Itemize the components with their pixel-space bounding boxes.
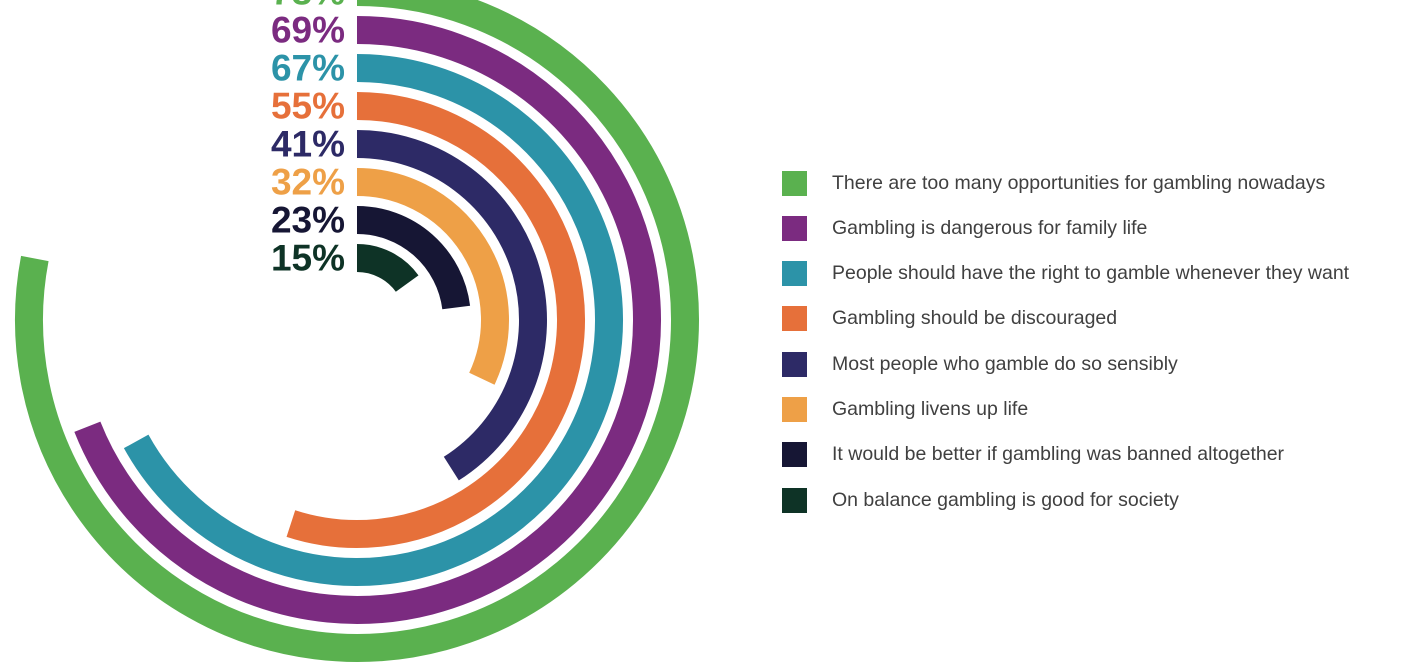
legend-label-4: Gambling should be discouraged: [832, 307, 1118, 330]
legend-label-3: People should have the right to gamble w…: [832, 262, 1350, 285]
arc-1: [15, 0, 699, 662]
chart-legend: There are too many opportunities for gam…: [782, 168, 1349, 530]
legend-swatch-7: [782, 442, 807, 468]
legend-swatch-5: [782, 351, 807, 377]
arc-6: [356, 168, 509, 385]
arc-4: [286, 92, 585, 548]
legend-swatch-1: [782, 170, 807, 196]
legend-label-6: Gambling livens up life: [832, 397, 1029, 420]
arc-8: [356, 244, 419, 293]
arc-7: [356, 206, 471, 310]
legend-label-7: It would be better if gambling was banne…: [832, 443, 1285, 466]
value-label-7: 23%: [271, 200, 345, 241]
value-label-6: 32%: [271, 162, 345, 203]
legend-label-8: On balance gambling is good for society: [832, 488, 1179, 511]
value-label-1: 78%: [271, 0, 345, 13]
legend-swatch-4: [782, 306, 807, 332]
legend-item-8: On balance gambling is good for society: [782, 485, 1349, 515]
arc-2: [74, 16, 661, 624]
legend-label-5: Most people who gamble do so sensibly: [832, 352, 1178, 375]
value-label-8: 15%: [271, 238, 345, 279]
legend-item-1: There are too many opportunities for gam…: [782, 168, 1349, 198]
legend-label-2: Gambling is dangerous for family life: [832, 216, 1148, 239]
legend-item-5: Most people who gamble do so sensibly: [782, 349, 1349, 379]
legend-item-7: It would be better if gambling was banne…: [782, 440, 1349, 470]
legend-swatch-3: [782, 261, 807, 287]
legend-item-3: People should have the right to gamble w…: [782, 259, 1349, 289]
legend-item-2: Gambling is dangerous for family life: [782, 213, 1349, 243]
value-label-2: 69%: [271, 10, 345, 51]
legend-label-1: There are too many opportunities for gam…: [832, 171, 1326, 194]
legend-item-4: Gambling should be discouraged: [782, 304, 1349, 334]
legend-swatch-2: [782, 215, 807, 241]
chart-arcs: [15, 0, 699, 662]
chart-value-labels: 78%69%67%55%41%32%23%15%: [271, 0, 345, 279]
legend-item-6: Gambling livens up life: [782, 394, 1349, 424]
arc-3: [123, 54, 623, 586]
legend-swatch-8: [782, 487, 807, 513]
legend-swatch-6: [782, 396, 807, 422]
arc-5: [356, 130, 547, 481]
value-label-5: 41%: [271, 124, 345, 165]
value-label-4: 55%: [271, 86, 345, 127]
value-label-3: 67%: [271, 48, 345, 89]
